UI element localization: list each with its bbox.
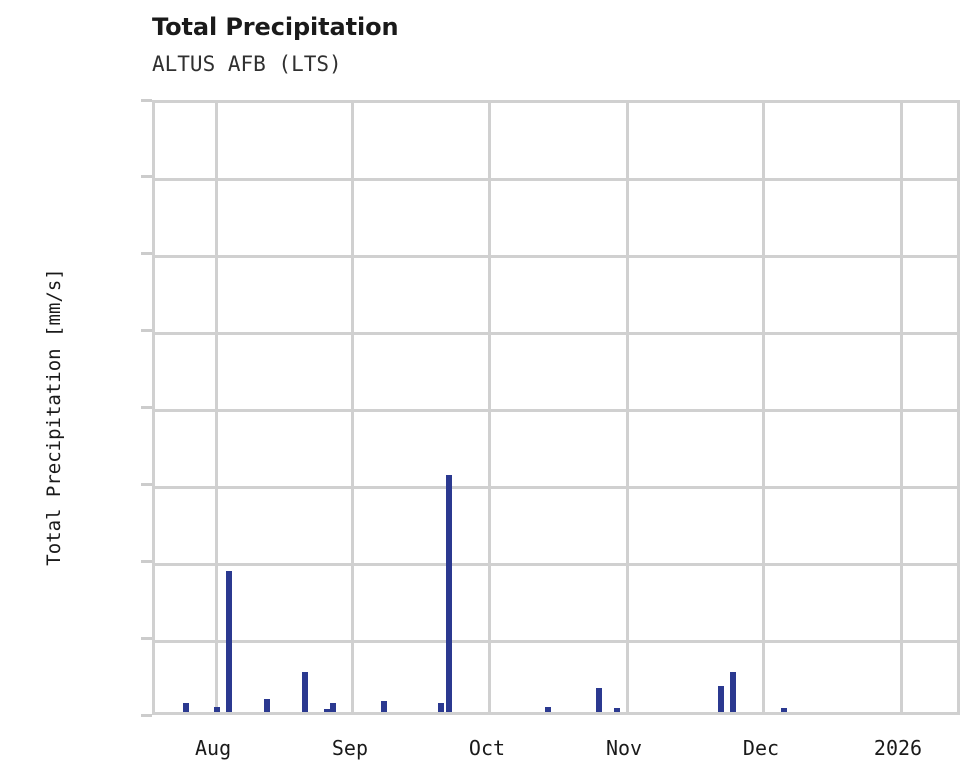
data-bar xyxy=(182,703,189,712)
y-axis-tick-mark xyxy=(141,559,152,563)
gridline-horizontal xyxy=(155,332,957,336)
gridline-vertical xyxy=(488,103,492,712)
gridline-vertical xyxy=(214,103,218,712)
data-bar xyxy=(213,707,220,712)
data-bar xyxy=(595,687,602,712)
gridline-horizontal xyxy=(155,485,957,489)
x-axis-tick-label: Aug xyxy=(195,736,232,760)
gridline-vertical xyxy=(762,103,766,712)
x-axis-tick-label: Oct xyxy=(468,736,506,760)
data-bar xyxy=(780,708,787,712)
chart-subtitle: ALTUS AFB (LTS) xyxy=(152,52,342,76)
x-axis-tick-label: Dec xyxy=(742,736,780,760)
gridline-horizontal xyxy=(155,409,957,412)
data-bar xyxy=(225,570,232,712)
data-bar xyxy=(545,707,551,712)
x-axis-tick-label: Sep xyxy=(331,736,369,760)
gridline-vertical xyxy=(351,103,355,712)
y-axis-tick-mark xyxy=(141,636,152,640)
gridline-horizontal xyxy=(155,639,957,643)
gridline-vertical xyxy=(899,103,903,712)
y-axis-tick-mark xyxy=(141,98,152,102)
data-bar xyxy=(718,685,724,712)
gridline-horizontal xyxy=(155,255,957,259)
data-bar xyxy=(301,672,308,712)
y-axis-tick-mark xyxy=(141,175,152,179)
data-bar xyxy=(614,708,620,712)
y-axis-tick-mark xyxy=(141,406,152,409)
x-axis-tick-label: 2026 xyxy=(873,736,923,760)
data-bar xyxy=(438,703,445,712)
y-axis-tick-mark xyxy=(141,482,152,486)
gridline-horizontal xyxy=(155,178,957,182)
data-bar xyxy=(381,700,388,712)
gridline-horizontal xyxy=(155,562,957,566)
plot-area xyxy=(152,100,960,715)
y-axis-tick-mark xyxy=(141,713,152,717)
chart-title: Total Precipitation xyxy=(152,13,399,41)
data-bar xyxy=(729,672,736,712)
y-axis-label: Total Precipitation [mm/s] xyxy=(43,268,65,566)
data-bar xyxy=(330,703,337,712)
x-axis-tick-label: Nov xyxy=(605,736,643,760)
data-bar xyxy=(324,708,331,712)
data-bar xyxy=(263,698,270,712)
gridline-vertical xyxy=(625,103,629,712)
data-bar xyxy=(446,474,453,712)
y-axis-tick-mark xyxy=(141,329,152,333)
y-axis-tick-mark xyxy=(141,252,152,256)
